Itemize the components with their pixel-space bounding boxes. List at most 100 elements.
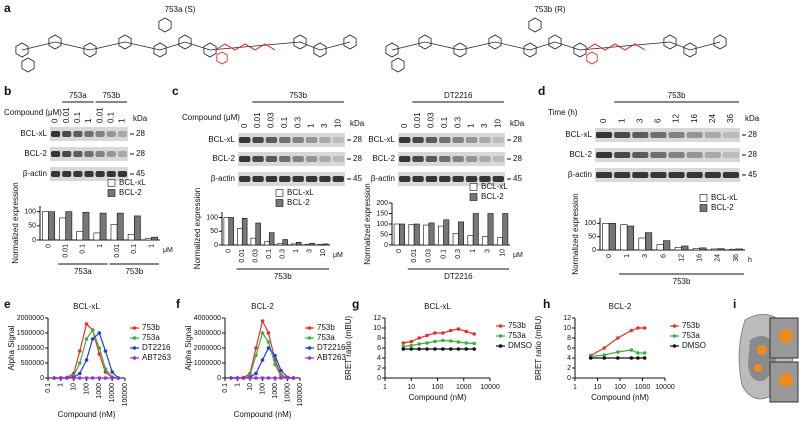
y-tick-label: 4 (377, 355, 381, 362)
point (472, 347, 476, 351)
x-tick-label: 1 (234, 383, 241, 387)
blot-strip (398, 152, 505, 166)
point (448, 339, 453, 343)
legend-marker (672, 344, 677, 348)
x-tick-label: 10000 (284, 383, 291, 403)
x-tick-label: 1 (573, 384, 577, 391)
band (84, 131, 94, 137)
legend-label: BCL-xL (481, 182, 508, 191)
band (439, 137, 451, 143)
band (412, 176, 424, 182)
compound-label: Time (h) (548, 108, 578, 117)
kda-value: 28 (513, 135, 522, 144)
y-tick-label: 1000000 (194, 360, 221, 367)
legend-swatch (699, 204, 708, 212)
kda-label: kDa (133, 114, 148, 123)
band (305, 156, 318, 162)
x-tick-label: 0 (45, 244, 52, 248)
band (265, 137, 278, 143)
band (73, 171, 83, 177)
x-tick-label: 100000 (297, 383, 304, 406)
chart-title: BCL-xL (424, 302, 451, 311)
band (95, 131, 105, 137)
bar (710, 248, 719, 251)
point (110, 376, 114, 380)
linker (584, 43, 646, 51)
lane-label: 0.1 (280, 116, 289, 128)
x-tick-label: 1000 (456, 384, 472, 391)
y-tick-label: 0 (377, 375, 381, 382)
x-tick-label: 0.01 (63, 244, 70, 258)
blot-strip (238, 172, 345, 186)
lane-label: 0.1 (106, 111, 115, 123)
ring (48, 34, 62, 50)
band (73, 131, 83, 137)
point (77, 349, 82, 353)
bar (413, 223, 420, 246)
x-tick-label: 1 (624, 254, 631, 258)
lane-label: 0.01 (95, 107, 104, 123)
bar (472, 213, 479, 246)
y-axis-label: BRET ratio (mBU) (534, 316, 543, 381)
x-tick-label: 1 (383, 384, 387, 391)
x-tick-label: 6 (660, 254, 667, 258)
band (332, 156, 344, 162)
point (464, 329, 469, 334)
bar (255, 222, 261, 246)
point (260, 319, 265, 323)
bar (241, 218, 248, 246)
chart-title: BCL-xL (73, 302, 100, 311)
legend-label: DT2216 (142, 343, 171, 352)
x-tick-label: 1000 (272, 383, 279, 399)
group-label: DT2216 (444, 91, 473, 100)
band (279, 176, 291, 182)
legend-marker (307, 356, 312, 360)
band (292, 137, 304, 143)
ring (528, 17, 542, 33)
point (425, 347, 429, 351)
bar (729, 248, 737, 251)
bar (264, 241, 270, 246)
kda-value: 28 (136, 129, 145, 138)
bar (408, 224, 415, 246)
panel-label: c (172, 84, 179, 98)
point (71, 376, 76, 380)
bar (663, 240, 671, 251)
y-axis-label: Normalized expression (193, 188, 202, 269)
x-tick-label: 1 (97, 244, 104, 248)
band (668, 172, 685, 178)
legend-label: DMSO (508, 341, 532, 350)
band (492, 137, 504, 143)
band (668, 152, 685, 158)
band (614, 132, 631, 138)
point (401, 344, 406, 349)
x-tick-label: 36 (733, 254, 740, 262)
point (254, 376, 258, 380)
legend-label: 753a (682, 331, 700, 340)
bar (110, 224, 118, 241)
band (452, 156, 464, 162)
bar (223, 217, 230, 246)
band (117, 131, 127, 137)
legend-marker (307, 326, 312, 330)
bar (699, 247, 707, 251)
panel-label: f (176, 297, 181, 311)
legend-label: BCL-2 (481, 192, 504, 201)
series-line (403, 328, 475, 344)
y-tick-label: 8 (377, 335, 381, 342)
point (103, 367, 108, 371)
y-tick-label: 0 (40, 375, 44, 382)
point (602, 346, 607, 350)
row-label: BCL-2 (569, 150, 592, 159)
band (252, 176, 264, 182)
x-tick-label: 0.1 (222, 383, 229, 393)
kda-value: 28 (748, 130, 757, 139)
band (319, 176, 331, 182)
kda-label: kDa (510, 119, 525, 128)
point (401, 347, 406, 351)
band (465, 156, 478, 162)
legend-swatch (699, 194, 708, 202)
legend-label: 753a (317, 333, 335, 342)
point (77, 361, 82, 365)
legend-swatch (275, 199, 284, 207)
